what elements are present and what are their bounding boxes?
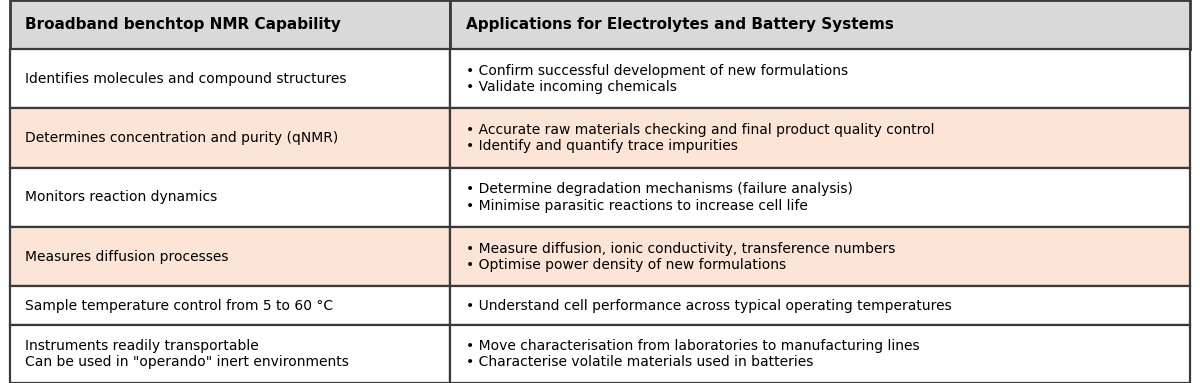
Text: Identifies molecules and compound structures: Identifies molecules and compound struct… [25,72,347,86]
Bar [450,325,1190,383]
Text: • Move characterisation from laboratories to manufacturing lines
• Characterise : • Move characterisation from laboratorie… [466,339,919,369]
Bar [450,108,1190,168]
Bar [10,0,450,49]
Bar [450,49,1190,108]
Text: • Accurate raw materials checking and final product quality control
• Identify a: • Accurate raw materials checking and fi… [466,123,934,153]
Bar [10,168,450,227]
Text: Monitors reaction dynamics: Monitors reaction dynamics [25,190,217,205]
Text: • Understand cell performance across typical operating temperatures: • Understand cell performance across typ… [466,299,952,313]
Text: • Measure diffusion, ionic conductivity, transference numbers
• Optimise power d: • Measure diffusion, ionic conductivity,… [466,242,895,272]
Bar [450,168,1190,227]
Text: Measures diffusion processes: Measures diffusion processes [25,250,229,264]
Bar [10,286,450,325]
Text: • Confirm successful development of new formulations
• Validate incoming chemica: • Confirm successful development of new … [466,64,847,94]
Bar [10,108,450,168]
Bar [450,0,1190,49]
Bar [10,325,450,383]
Text: Broadband benchtop NMR Capability: Broadband benchtop NMR Capability [25,17,341,32]
Bar [450,286,1190,325]
Bar [10,227,450,286]
Text: Sample temperature control from 5 to 60 °C: Sample temperature control from 5 to 60 … [25,299,334,313]
Bar [450,227,1190,286]
Text: Instruments readily transportable
Can be used in "operando" inert environments: Instruments readily transportable Can be… [25,339,349,369]
Text: Determines concentration and purity (qNMR): Determines concentration and purity (qNM… [25,131,338,145]
Text: Applications for Electrolytes and Battery Systems: Applications for Electrolytes and Batter… [466,17,894,32]
Text: • Determine degradation mechanisms (failure analysis)
• Minimise parasitic react: • Determine degradation mechanisms (fail… [466,182,852,213]
Bar [10,49,450,108]
